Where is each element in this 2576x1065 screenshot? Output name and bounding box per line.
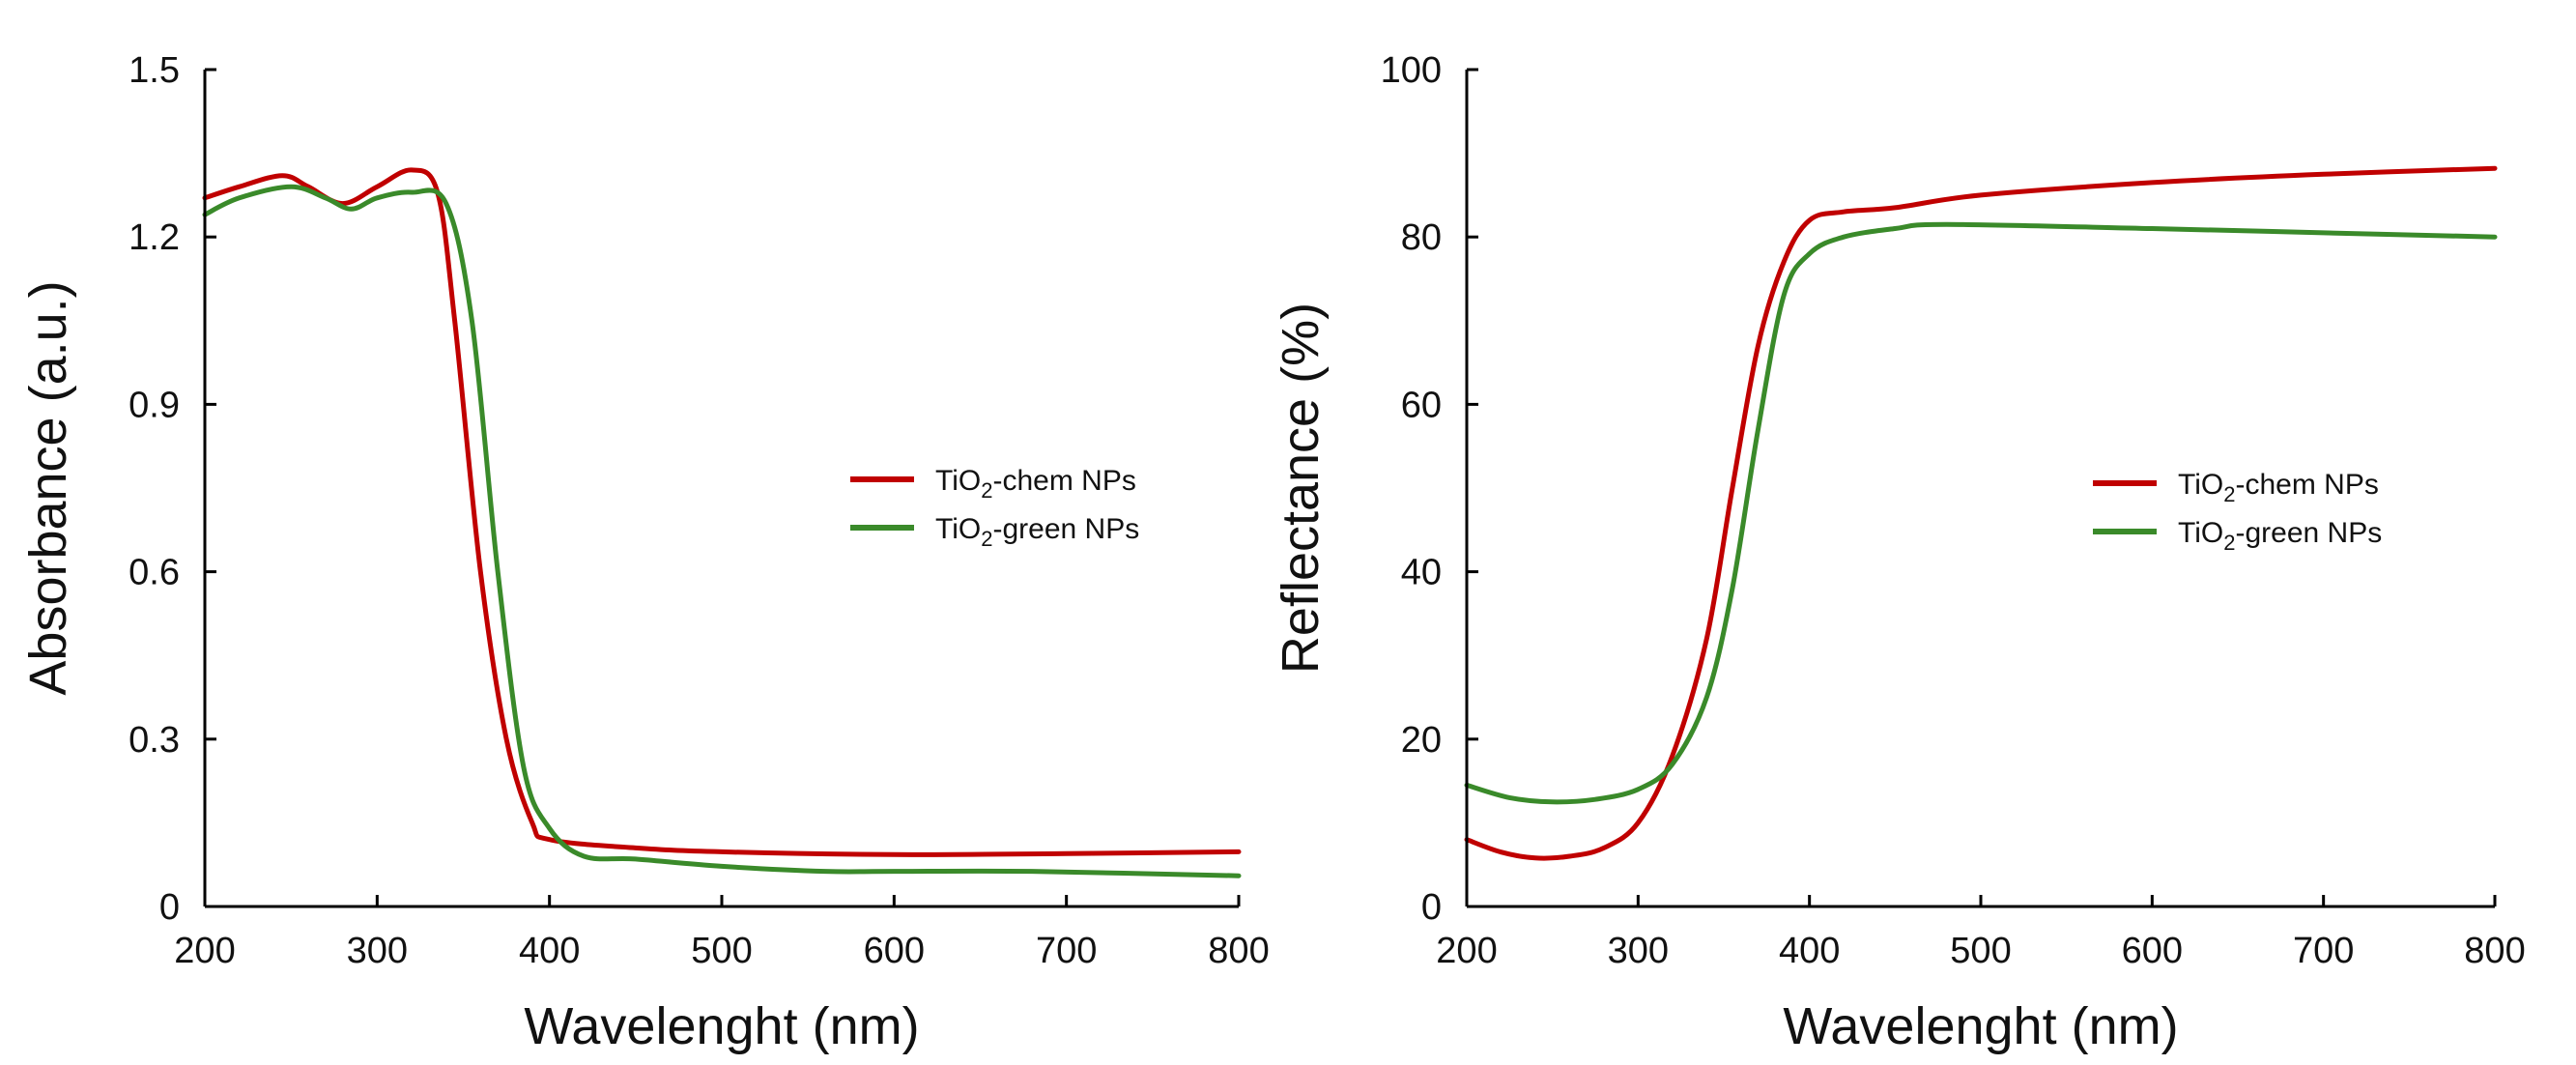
reflectance-y-tick-label: 100: [1381, 50, 1442, 91]
reflectance-plot-area: [1467, 70, 2495, 907]
absorbance-y-tick-label: 1.2: [129, 217, 180, 258]
reflectance-x-tick-label: 400: [1779, 931, 1840, 971]
absorbance-ticks: 200 300 400 500 600 700 800 0 0.3 0.6 0.9 1.2 1.5: [129, 50, 1270, 971]
absorbance-panel: 200 300 400 500 600 700 800 0 0.3 0.6 0.9 1.2 1.5 Wa…: [19, 50, 1270, 1055]
reflectance-y-tick-label: 80: [1401, 217, 1442, 258]
reflectance-x-axis-title: Wavelenght (nm): [1783, 997, 2178, 1055]
reflectance-x-tick-label: 600: [2122, 931, 2183, 971]
reflectance-series-green-line: [1464, 221, 2498, 805]
absorbance-plot-area: [205, 70, 1239, 907]
absorbance-x-tick-label: 800: [1208, 931, 1269, 971]
absorbance-y-tick-label: 0.6: [129, 553, 180, 593]
reflectance-x-tick-label: 200: [1436, 931, 1497, 971]
absorbance-x-tick-label: 300: [347, 931, 408, 971]
reflectance-series-chem-line: [1464, 165, 2498, 861]
absorbance-y-tick-label: 1.5: [129, 50, 180, 91]
absorbance-x-axis-title: Wavelenght (nm): [524, 997, 919, 1055]
reflectance-x-tick-label: 300: [1608, 931, 1669, 971]
absorbance-series-layer: [202, 167, 1242, 878]
absorbance-legend-label-chem: TiO2-chem NPs: [935, 465, 1136, 503]
absorbance-x-tick-label: 200: [174, 931, 235, 971]
absorbance-x-tick-label: 400: [519, 931, 580, 971]
reflectance-series-layer: [1464, 165, 2498, 861]
reflectance-legend-label-chem: TiO2-chem NPs: [2178, 469, 2379, 506]
absorbance-x-tick-label: 500: [691, 931, 752, 971]
absorbance-y-axis-title: Absorbance (a.u.): [19, 280, 77, 695]
absorbance-y-tick-label: 0: [159, 887, 180, 928]
absorbance-x-tick-label: 600: [864, 931, 925, 971]
reflectance-legend-label-green: TiO2-green NPs: [2178, 517, 2382, 555]
absorbance-x-tick-label: 700: [1036, 931, 1097, 971]
reflectance-y-tick-label: 0: [1421, 887, 1442, 928]
reflectance-y-axis-title: Reflectance (%): [1272, 302, 1330, 674]
reflectance-y-tick-label: 60: [1401, 385, 1442, 425]
absorbance-series-green-line: [202, 184, 1242, 878]
reflectance-ticks: 200 300 400 500 600 700 800 0 20 40 60 80 100: [1381, 50, 2526, 971]
absorbance-y-tick-label: 0.3: [129, 720, 180, 761]
absorbance-legend: TiO2-chem NPs TiO2-green NPs: [850, 465, 1139, 551]
reflectance-y-tick-label: 20: [1401, 720, 1442, 761]
reflectance-x-tick-label: 800: [2464, 931, 2525, 971]
reflectance-y-tick-label: 40: [1401, 553, 1442, 593]
absorbance-y-tick-label: 0.9: [129, 385, 180, 425]
absorbance-legend-label-green: TiO2-green NPs: [935, 513, 1139, 551]
reflectance-panel: 200 300 400 500 600 700 800 0 20 40 60 80 100 Wavele…: [1272, 50, 2526, 1055]
reflectance-x-tick-label: 500: [1950, 931, 2011, 971]
reflectance-x-tick-label: 700: [2293, 931, 2354, 971]
reflectance-legend: TiO2-chem NPs TiO2-green NPs: [2093, 469, 2382, 555]
